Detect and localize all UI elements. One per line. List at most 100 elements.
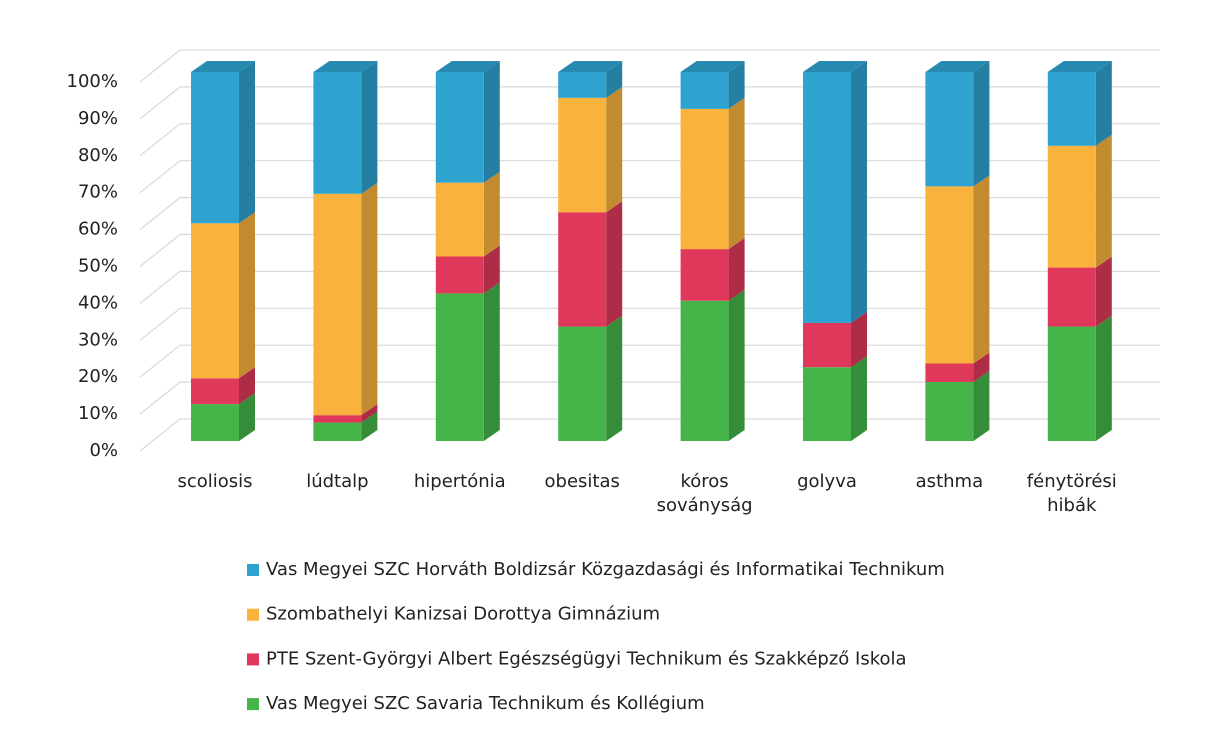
legend-label: Vas Megyei SZC Savaria Technikum és Koll… bbox=[266, 693, 705, 714]
bar-side bbox=[1095, 315, 1112, 441]
bar-side bbox=[1095, 256, 1112, 327]
bar-side bbox=[361, 182, 378, 416]
bar bbox=[1047, 326, 1096, 441]
bar bbox=[558, 212, 607, 327]
bar-side bbox=[851, 311, 867, 368]
x-tick-label: asthma bbox=[915, 471, 984, 492]
bar-top bbox=[191, 61, 255, 72]
x-tick-label: lúdtalp bbox=[306, 471, 369, 492]
bar-top bbox=[1047, 61, 1112, 72]
bar-side bbox=[1095, 61, 1112, 146]
bar-top bbox=[435, 61, 500, 72]
y-tick-label: 90% bbox=[78, 108, 118, 129]
bar-side bbox=[606, 201, 623, 327]
bar-side bbox=[973, 352, 990, 382]
bar bbox=[191, 223, 239, 379]
bar-side bbox=[728, 289, 745, 441]
grid-line bbox=[139, 123, 1160, 157]
bar bbox=[680, 249, 729, 301]
bar-side bbox=[973, 370, 990, 441]
bar-side bbox=[239, 212, 255, 379]
grid-line bbox=[139, 49, 1160, 83]
bar-top bbox=[803, 61, 867, 72]
legend-swatch bbox=[247, 608, 259, 621]
y-tick-label: 10% bbox=[78, 403, 118, 424]
bar-side bbox=[606, 86, 623, 213]
legend-label: Szombathelyi Kanizsai Dorottya Gimnázium bbox=[266, 604, 660, 625]
bar-side bbox=[728, 97, 745, 250]
bar-side bbox=[728, 61, 745, 109]
y-tick-label: 80% bbox=[78, 145, 118, 166]
x-tick-label: fénytörési hibák bbox=[1026, 471, 1117, 516]
bar bbox=[435, 72, 484, 183]
bar-side bbox=[361, 404, 378, 423]
y-tick-label: 30% bbox=[78, 329, 118, 350]
bar bbox=[925, 72, 974, 187]
bar bbox=[925, 381, 974, 441]
bar-side bbox=[361, 61, 378, 194]
grid-line bbox=[139, 233, 1160, 267]
bar bbox=[435, 256, 484, 294]
y-tick-label: 40% bbox=[78, 292, 118, 313]
x-tick-label: obesitas bbox=[544, 471, 620, 492]
bar bbox=[803, 322, 851, 368]
grid-line bbox=[139, 270, 1160, 304]
bar-side bbox=[973, 175, 990, 364]
bar bbox=[435, 182, 484, 257]
grid-line bbox=[139, 160, 1160, 194]
bar bbox=[558, 72, 607, 98]
grid-line bbox=[139, 381, 1160, 415]
bar-side bbox=[239, 367, 255, 405]
grid-line bbox=[139, 86, 1160, 120]
bar-side bbox=[483, 171, 500, 257]
bar-side bbox=[851, 61, 867, 323]
grid-line bbox=[139, 307, 1160, 341]
bar-side bbox=[606, 315, 623, 441]
bar bbox=[558, 326, 607, 441]
bar bbox=[191, 72, 239, 224]
grid-line bbox=[139, 197, 1160, 231]
legend-swatch bbox=[247, 653, 259, 666]
bar-side bbox=[483, 61, 500, 183]
bar bbox=[925, 363, 974, 382]
bar bbox=[680, 108, 729, 250]
bar bbox=[313, 72, 362, 194]
grid-line bbox=[139, 344, 1160, 378]
legend-swatch bbox=[247, 564, 259, 576]
bar bbox=[313, 422, 362, 441]
bar-side bbox=[606, 61, 623, 98]
bar-side bbox=[361, 411, 378, 441]
bar bbox=[558, 97, 607, 213]
bar bbox=[925, 186, 974, 364]
bar bbox=[1047, 72, 1096, 146]
bar-top bbox=[680, 61, 745, 72]
legend-label: Vas Megyei SZC Horváth Boldizsár Közgazd… bbox=[266, 559, 945, 580]
bar bbox=[435, 293, 484, 441]
x-tick-label: scoliosis bbox=[177, 471, 253, 492]
bar-top bbox=[313, 61, 378, 72]
y-tick-label: 20% bbox=[78, 366, 118, 387]
x-tick-label: hipertónia bbox=[413, 471, 506, 492]
grid-line bbox=[139, 418, 1160, 452]
y-tick-label: 0% bbox=[89, 440, 118, 461]
bar-top bbox=[558, 61, 623, 72]
y-tick-label: 60% bbox=[78, 219, 118, 240]
bar-side bbox=[973, 61, 990, 187]
bar-top bbox=[925, 61, 990, 72]
bar bbox=[1047, 145, 1096, 268]
bar-side bbox=[239, 393, 255, 441]
bar bbox=[191, 404, 239, 441]
bar bbox=[191, 378, 239, 405]
bar bbox=[680, 300, 729, 441]
bar-side bbox=[239, 61, 255, 224]
legend-label: PTE Szent-Györgyi Albert Egészségügyi Te… bbox=[266, 648, 907, 669]
bar bbox=[1047, 267, 1096, 327]
legend-swatch bbox=[247, 698, 259, 711]
bar bbox=[680, 72, 729, 109]
bar-side bbox=[1095, 134, 1112, 268]
bar-side bbox=[851, 356, 867, 441]
bar bbox=[313, 193, 362, 416]
bar bbox=[313, 415, 362, 423]
bar-side bbox=[728, 238, 745, 301]
